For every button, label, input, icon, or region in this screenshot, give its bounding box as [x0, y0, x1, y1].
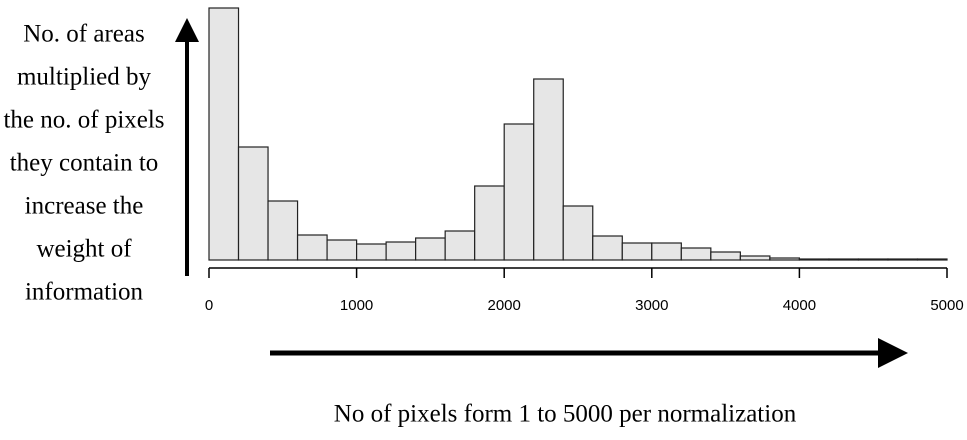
bar	[680, 247, 712, 261]
bar	[415, 237, 446, 261]
bar	[503, 123, 535, 261]
bar	[296, 234, 328, 261]
y-label-line: they contain to	[10, 150, 159, 177]
bar	[769, 257, 801, 261]
bar	[208, 7, 240, 261]
bar	[444, 230, 476, 261]
bar	[857, 258, 889, 261]
bar	[739, 255, 771, 261]
bar	[651, 242, 682, 261]
y-label-line: No. of areas	[23, 21, 144, 48]
x-tick-label: 5000	[930, 297, 963, 314]
bar	[533, 78, 564, 261]
y-label-line: multiplied by	[17, 64, 152, 91]
y-label-line: weight of	[36, 236, 132, 263]
y-label-line: the no. of pixels	[3, 107, 164, 134]
bar	[326, 239, 358, 261]
bar	[916, 258, 948, 261]
bar	[621, 242, 653, 261]
bar	[562, 205, 594, 261]
bar	[710, 251, 741, 261]
bar	[267, 200, 299, 261]
bar	[474, 185, 505, 261]
bar	[592, 235, 623, 261]
x-tick-label: 1000	[340, 297, 373, 314]
x-tick-label: 3000	[635, 297, 668, 314]
x-label: No of pixels form 1 to 5000 per normaliz…	[334, 401, 797, 428]
bar	[887, 258, 919, 261]
bar	[237, 146, 269, 261]
x-tick-label: 0	[205, 297, 213, 314]
bar	[385, 241, 417, 261]
bar	[828, 258, 860, 261]
y-label-line: increase the	[25, 193, 144, 220]
x-tick-label: 2000	[488, 297, 521, 314]
bar	[356, 243, 387, 261]
bar	[798, 258, 830, 261]
x-tick-label: 4000	[783, 297, 816, 314]
y-label-line: information	[25, 279, 144, 306]
